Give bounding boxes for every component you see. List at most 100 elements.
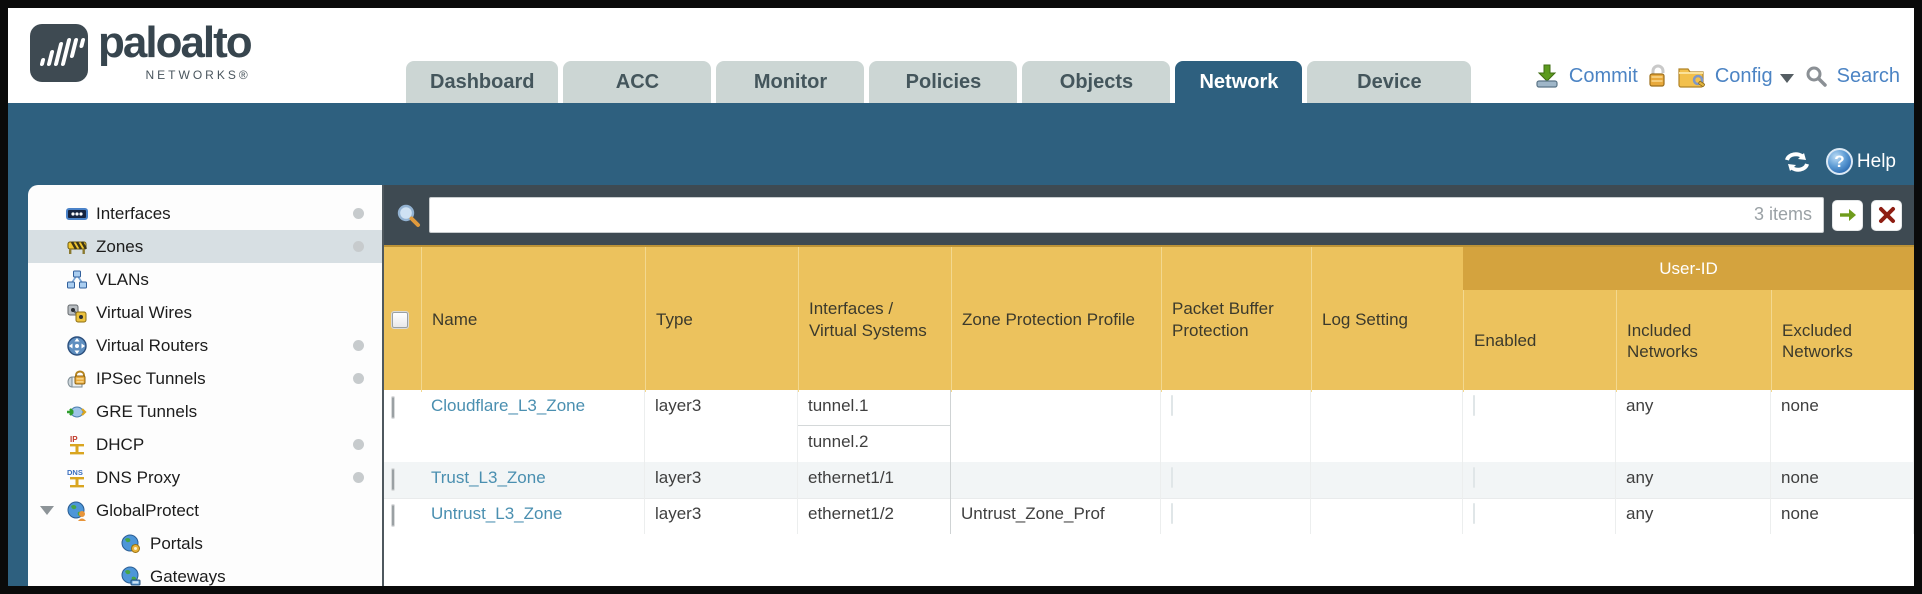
workspace: Interfaces Zones VLANs Vir (8, 185, 1914, 586)
included-networks-cell: any (1616, 498, 1771, 535)
clear-filter-button[interactable] (1871, 199, 1902, 231)
config-menu[interactable]: Config (1714, 64, 1773, 87)
virtual-wires-icon (66, 302, 88, 324)
zone-interfaces-cell: tunnel.1 tunnel.2 (798, 390, 951, 463)
search-util-button[interactable]: Search (1836, 64, 1900, 87)
tab-objects[interactable]: Objects (1022, 61, 1171, 103)
sidebar-item-virtual-routers[interactable]: Virtual Routers (28, 329, 382, 362)
column-header-enabled[interactable]: Enabled (1463, 290, 1616, 392)
log-setting-cell (1311, 390, 1463, 463)
zone-protection-profile-cell (951, 462, 1161, 499)
zone-name-cell: Cloudflare_L3_Zone (421, 390, 645, 463)
help-icon: ? (1825, 148, 1853, 175)
sidebar-item-portals[interactable]: Portals (28, 527, 382, 560)
sidebar-item-globalprotect[interactable]: GlobalProtect (28, 494, 382, 527)
sidebar-item-zones[interactable]: Zones (28, 230, 382, 263)
main-nav-tabs: Dashboard ACC Monitor Policies Objects N… (406, 61, 1472, 103)
sidebar-item-dns-proxy[interactable]: DNS DNS Proxy (28, 461, 382, 494)
status-dot (353, 340, 364, 351)
zone-name-link[interactable]: Untrust_L3_Zone (431, 504, 563, 523)
commit-icon (1534, 63, 1560, 89)
network-sidebar: Interfaces Zones VLANs Vir (28, 185, 384, 586)
tab-dashboard[interactable]: Dashboard (406, 61, 559, 103)
row-select-checkbox[interactable] (391, 468, 395, 491)
select-all-checkbox[interactable] (391, 310, 409, 329)
tab-network[interactable]: Network (1175, 61, 1303, 103)
left-gutter (8, 185, 28, 586)
sidebar-item-ipsec-tunnels[interactable]: IPSec Tunnels (28, 362, 382, 395)
search-util-icon (1805, 65, 1828, 88)
svg-text:DNS: DNS (67, 468, 83, 477)
collapse-triangle-icon[interactable] (40, 506, 54, 515)
sidebar-item-virtual-wires[interactable]: Virtual Wires (28, 296, 382, 329)
zone-protection-profile-cell: Untrust_Zone_Prof (951, 498, 1161, 535)
user-id-enabled-checkbox[interactable] (1473, 467, 1475, 488)
apply-filter-button[interactable] (1832, 199, 1863, 231)
row-select-checkbox[interactable] (391, 396, 395, 419)
sidebar-item-dhcp[interactable]: IP DHCP (28, 428, 382, 461)
sidebar-item-gre-tunnels[interactable]: GRE Tunnels (28, 395, 382, 428)
teal-toolbar-band: ? Help (8, 103, 1914, 185)
excluded-networks-cell: none (1771, 462, 1914, 499)
status-dot (353, 472, 364, 483)
brand-name: paloalto (98, 18, 253, 67)
user-id-enabled-checkbox[interactable] (1473, 395, 1475, 416)
packet-buffer-protection-cell (1161, 498, 1311, 535)
config-icon (1678, 64, 1706, 88)
gateways-icon (120, 566, 142, 587)
log-setting-cell (1311, 498, 1463, 535)
gre-tunnels-icon (66, 401, 88, 423)
packet-buffer-checkbox[interactable] (1171, 503, 1173, 524)
column-header-packet-buffer-protection[interactable]: Packet Buffer Protection (1161, 247, 1311, 392)
tab-acc[interactable]: ACC (563, 61, 712, 103)
virtual-routers-icon (66, 335, 88, 357)
sidebar-item-interfaces[interactable]: Interfaces (28, 197, 382, 230)
tab-policies[interactable]: Policies (869, 61, 1018, 103)
interface-entry: ethernet1/2 (808, 504, 895, 523)
table-row: Untrust_L3_Zone layer3 ethernet1/2 Untru… (384, 498, 1914, 535)
column-header-excluded-networks[interactable]: Excluded Networks (1771, 290, 1914, 392)
excluded-networks-cell: none (1771, 498, 1914, 535)
user-id-enabled-checkbox[interactable] (1473, 503, 1475, 524)
user-id-enabled-cell (1463, 498, 1616, 535)
zones-table-header: Name Type Interfaces / Virtual Systems Z… (384, 245, 1914, 392)
config-caret-icon[interactable] (1779, 73, 1794, 83)
help-label: Help (1856, 150, 1896, 172)
tab-monitor[interactable]: Monitor (716, 61, 865, 103)
column-header-name[interactable]: Name (421, 247, 645, 392)
zone-type-cell: layer3 (645, 462, 798, 499)
dhcp-icon: IP (66, 434, 88, 456)
zone-name-link[interactable]: Trust_L3_Zone (431, 468, 546, 487)
paloalto-logo: paloalto NETWORKS® (30, 18, 253, 82)
status-dot (353, 439, 364, 450)
refresh-icon[interactable] (1782, 149, 1812, 175)
status-dot (353, 208, 364, 219)
packet-buffer-checkbox[interactable] (1171, 395, 1173, 416)
commit-button[interactable]: Commit (1568, 64, 1638, 87)
column-header-log-setting[interactable]: Log Setting (1311, 247, 1463, 392)
sidebar-item-gateways[interactable]: Gateways (28, 560, 382, 586)
packet-buffer-checkbox[interactable] (1171, 467, 1173, 488)
svg-text:IP: IP (70, 435, 78, 444)
zone-interfaces-cell: ethernet1/2 (798, 498, 951, 535)
status-dot (353, 373, 364, 384)
zones-main-panel: 3 items Name Type Interfaces / Virtual S… (384, 185, 1914, 586)
interface-entry: tunnel.1 (798, 390, 950, 426)
help-button[interactable]: ? Help (1825, 148, 1896, 175)
column-header-interfaces[interactable]: Interfaces / Virtual Systems (798, 247, 951, 392)
filter-input[interactable] (429, 197, 1824, 233)
zone-name-cell: Trust_L3_Zone (421, 462, 645, 499)
excluded-networks-cell: none (1771, 390, 1914, 463)
filter-bar: 3 items (384, 185, 1914, 245)
column-header-zone-protection-profile[interactable]: Zone Protection Profile (951, 247, 1161, 392)
column-header-type[interactable]: Type (645, 247, 798, 392)
user-id-enabled-cell (1463, 390, 1616, 463)
row-select-checkbox[interactable] (391, 504, 395, 527)
zone-protection-profile-cell (951, 390, 1161, 463)
ipsec-tunnels-icon (66, 368, 88, 390)
column-header-included-networks[interactable]: Included Networks (1616, 290, 1771, 392)
zone-name-link[interactable]: Cloudflare_L3_Zone (431, 396, 586, 415)
tab-device[interactable]: Device (1307, 61, 1472, 103)
sidebar-item-vlans[interactable]: VLANs (28, 263, 382, 296)
lock-icon[interactable] (1647, 64, 1669, 88)
